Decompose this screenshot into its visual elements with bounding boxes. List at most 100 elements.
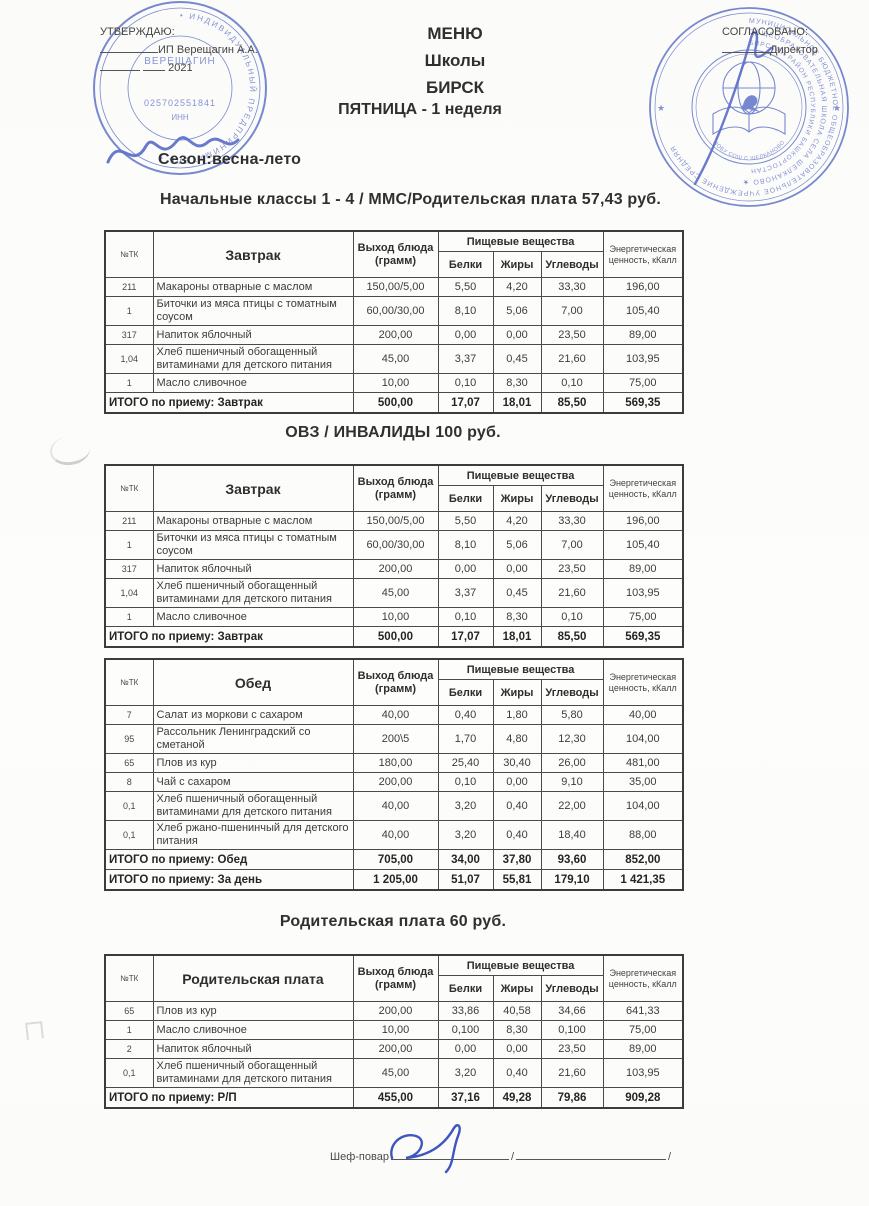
value-cell: 1: [104, 373, 154, 393]
value-cell: 211: [104, 277, 154, 297]
col-header-meal: Завтрак: [152, 230, 354, 278]
approve-year: 2021: [168, 62, 193, 74]
section-title-parent-fee: Родительская плата 60 руб.: [279, 913, 507, 930]
col-header-nutrients: Пищевые вещества: [437, 464, 604, 486]
value-cell: 34,66: [540, 1001, 604, 1021]
menu-row: 2 Напиток яблочный 200,00 0,00 0,00 23,50 89,0…: [104, 1039, 684, 1059]
menu-table: №ТК Завтрак Выход блюда (грамм) Пищевые …: [104, 464, 685, 648]
total-value-cell: 49,28: [492, 1087, 542, 1109]
total-value-cell: 37,16: [437, 1087, 494, 1109]
chef-signature-block: Шеф-повар / /: [330, 1124, 671, 1174]
value-cell: 60,00/30,00: [352, 296, 439, 326]
value-cell: 40,00: [352, 820, 439, 850]
dish-name-cell: Хлеб пшеничный обогащенный витаминами дл…: [152, 578, 354, 608]
stamp-name-text: ВЕРЕЩАГИН: [144, 56, 216, 67]
total-value-cell: 1 205,00: [352, 869, 439, 891]
value-cell: 23,50: [540, 1039, 604, 1059]
stamp-outer-ring: [93, 1, 267, 175]
value-cell: 0,1: [104, 1058, 154, 1088]
total-value-cell: 500,00: [352, 626, 439, 648]
value-cell: 75,00: [602, 607, 684, 627]
value-cell: 0,10: [540, 607, 604, 627]
total-row: ИТОГО по приему: Р/П 455,00 37,16 49,28 79,8…: [104, 1087, 684, 1109]
value-cell: 1,04: [104, 578, 154, 608]
value-cell: 45,00: [352, 1058, 439, 1088]
signature-line: [722, 41, 770, 53]
value-cell: 23,50: [540, 325, 604, 345]
table-breakfast-primary: №ТК Завтрак Выход блюда (грамм) Пищевые …: [104, 230, 685, 414]
value-cell: 180,00: [352, 753, 439, 773]
value-cell: 150,00/5,00: [352, 511, 439, 531]
total-row: ИТОГО по приему: Завтрак 500,00 17,07 18,01…: [104, 392, 684, 414]
value-cell: 0,00: [492, 325, 542, 345]
signature-stroke: [390, 1124, 461, 1174]
value-cell: 0,00: [492, 772, 542, 792]
stamp-ring-2: [654, 12, 844, 202]
chef-signature: [390, 1124, 461, 1174]
approve-name-line: ИП Верещагин А.А.: [100, 41, 258, 59]
value-cell: 1: [104, 530, 154, 560]
col-header-carb: Углеводы: [540, 251, 604, 278]
value-cell: 0,00: [437, 325, 494, 345]
document-subtitle: ПЯТНИЦА - 1 неделя: [338, 101, 502, 118]
menu-row: 317 Напиток яблочный 200,00 0,00 0,00 23,50 89…: [104, 325, 684, 345]
value-cell: 0,40: [437, 705, 494, 725]
stamp-outer-ring: [649, 7, 849, 207]
dish-name-cell: Биточки из мяса птицы с томатным соусом: [152, 296, 354, 326]
col-header-num: №ТК: [104, 230, 154, 278]
total-value-cell: 18,01: [492, 626, 542, 648]
value-cell: 10,00: [352, 607, 439, 627]
value-cell: 105,40: [602, 296, 684, 326]
stamp-inn-label: ИНН: [171, 113, 189, 122]
menu-row: 1 Масло сливочное 10,00 0,100 8,30 0,100 75,00: [104, 1020, 684, 1040]
col-header-energy: Энергетическая ценность, кКалл: [602, 954, 684, 1002]
dish-name-cell: Масло сливочное: [152, 1020, 354, 1040]
school-stamp: МУНИЦИПАЛЬНОЕ БЮДЖЕТНОЕ ОБЩЕОБРАЗОВАТЕЛЬ…: [649, 7, 849, 207]
menu-table: №ТК Родительская плата Выход блюда (грам…: [104, 954, 685, 1109]
col-header-nutrients: Пищевые вещества: [437, 954, 604, 976]
total-value-cell: 18,01: [492, 392, 542, 414]
value-cell: 89,00: [602, 325, 684, 345]
value-cell: 103,95: [602, 344, 684, 374]
dish-name-cell: Биточки из мяса птицы с томатным соусом: [152, 530, 354, 560]
col-header-energy: Энергетическая ценность, кКалл: [602, 464, 684, 512]
value-cell: 0,00: [492, 559, 542, 579]
dish-name-cell: Хлеб пшеничный обогащенный витаминами дл…: [152, 1058, 354, 1088]
total-value-cell: 909,28: [602, 1087, 684, 1109]
value-cell: 1,04: [104, 344, 154, 374]
total-value-cell: 705,00: [352, 849, 439, 870]
total-label-cell: ИТОГО по приему: Р/П: [104, 1087, 354, 1109]
value-cell: 8,10: [437, 296, 494, 326]
col-header-num: №ТК: [104, 658, 154, 706]
total-value-cell: 455,00: [352, 1087, 439, 1109]
section-title-ovz: ОВЗ / ИНВАЛИДЫ 100 руб.: [285, 424, 501, 441]
dish-name-cell: Масло сливочное: [152, 607, 354, 627]
dish-name-cell: Напиток яблочный: [152, 559, 354, 579]
value-cell: 7,00: [540, 296, 604, 326]
menu-row: 1,04 Хлеб пшеничный обогащенный витаминам…: [104, 344, 684, 374]
col-header-carb: Углеводы: [540, 679, 604, 706]
total-value-cell: 179,10: [540, 869, 604, 891]
value-cell: 75,00: [602, 1020, 684, 1040]
menu-row: 8 Чай с сахаром 200,00 0,10 0,00 9,10 35,00: [104, 772, 684, 792]
menu-row: 65 Плов из кур 200,00 33,86 40,58 34,66 641,33: [104, 1001, 684, 1021]
total-label-cell: ИТОГО по приему: За день: [104, 869, 354, 891]
value-cell: 0,45: [492, 578, 542, 608]
total-label-cell: ИТОГО по приему: Завтрак: [104, 392, 354, 414]
value-cell: 95: [104, 724, 154, 754]
season-label: Сезон:весна-лето: [158, 151, 302, 168]
stamp-inn-number: 025702551841: [144, 98, 216, 108]
menu-row: 211 Макароны отварные с маслом 150,00/5,00…: [104, 277, 684, 297]
total-label-cell: ИТОГО по приему: Обед: [104, 849, 354, 870]
value-cell: 89,00: [602, 559, 684, 579]
value-cell: 8,10: [437, 530, 494, 560]
total-value-cell: 1 421,35: [602, 869, 684, 891]
menu-row: 7 Салат из моркови с сахаром 40,00 0,40 1,80…: [104, 705, 684, 725]
value-cell: 1: [104, 1020, 154, 1040]
value-cell: 10,00: [352, 1020, 439, 1040]
total-value-cell: 500,00: [352, 392, 439, 414]
scan-artifact-smudge: [25, 1021, 44, 1040]
value-cell: 12,30: [540, 724, 604, 754]
dish-name-cell: Плов из кур: [152, 1001, 354, 1021]
